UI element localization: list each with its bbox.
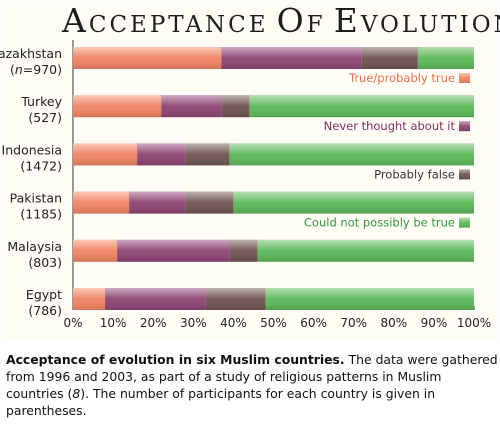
bar-shading-3	[229, 143, 474, 166]
bar-shading-1	[137, 143, 186, 166]
bar-shading-3	[249, 95, 474, 118]
category-n-label: (527)	[28, 110, 62, 125]
bar-shading-2	[185, 143, 230, 166]
chart-title: ACCEPTANCE OF EVOLUTION	[62, 1, 500, 40]
bar-shading-1	[117, 239, 230, 262]
category-n-label: (803)	[28, 255, 62, 270]
legend-label: True/probably true	[348, 71, 455, 85]
x-tick-label: 50%	[260, 316, 287, 330]
bar-shading-1	[105, 288, 206, 310]
stacked-bar-chart: 0% 10% 20% 30% 40% 50% 60% 70% 80% 90% 100% Kazakhs…	[0, 40, 491, 330]
category-label: Kazakhstan	[0, 46, 62, 61]
category-label: Turkey	[20, 94, 62, 109]
bar-shading-2	[221, 95, 250, 118]
bar-shading-2	[205, 288, 266, 310]
bar-shading-0	[73, 239, 118, 262]
x-tick-label: 40%	[220, 316, 247, 330]
category-n-label: (1472)	[20, 158, 62, 173]
x-tick-label: 30%	[180, 316, 207, 330]
x-tick-label: 60%	[300, 316, 327, 330]
x-tick-label: 0%	[63, 316, 82, 330]
bar-shading-2	[229, 239, 258, 262]
x-tick-label: 10%	[100, 316, 127, 330]
bar-shading-1	[161, 95, 222, 118]
x-tick-label: 80%	[380, 316, 407, 330]
category-label: Malaysia	[7, 239, 62, 254]
category-label: Indonesia	[2, 142, 62, 157]
category-n-label: (n=970)	[10, 62, 62, 77]
x-tick-label: 90%	[421, 316, 448, 330]
bar-shading-3	[233, 191, 474, 214]
bar-shading-2	[361, 47, 418, 69]
caption-text-2: ). The number of participants for each c…	[6, 386, 436, 418]
caption-bold: Acceptance of evolution in six Muslim co…	[6, 352, 345, 367]
x-tick-label: 20%	[140, 316, 167, 330]
bar-shading-0	[73, 191, 130, 214]
bar-shading-1	[221, 47, 362, 69]
x-tick-label: 100%	[457, 316, 491, 330]
legend-swatch-shading	[459, 73, 470, 83]
category-n-label: (1185)	[20, 207, 62, 222]
x-tick-label: 70%	[340, 316, 367, 330]
bar-shading-0	[73, 95, 162, 118]
bar-shading-3	[265, 288, 474, 310]
caption-text-1: The data were gathered from 1996 and 200…	[6, 352, 498, 401]
legend-swatch-shading	[459, 169, 470, 180]
category-n-label: (786)	[28, 303, 62, 318]
bar-shading-1	[129, 191, 186, 214]
bar-shading-0	[73, 143, 138, 166]
figure-caption: Acceptance of evolution in six Muslim co…	[6, 351, 498, 419]
category-label: Pakistan	[10, 191, 62, 206]
bar-shading-3	[257, 239, 474, 262]
bar-shading-2	[185, 191, 234, 214]
bar-shading-0	[73, 288, 106, 310]
bar-shading-3	[417, 47, 474, 69]
legend-label: Probably false	[374, 167, 455, 181]
bar-shading-0	[73, 47, 222, 69]
n-italic: n	[15, 62, 23, 77]
legend-label: Never thought about it	[324, 119, 456, 133]
legend-swatch-shading	[459, 121, 470, 132]
legend-swatch-shading	[459, 217, 470, 228]
category-label: Egypt	[26, 287, 62, 302]
caption-ref: 8	[72, 386, 81, 401]
legend-label: Could not possibly be true	[304, 216, 455, 230]
